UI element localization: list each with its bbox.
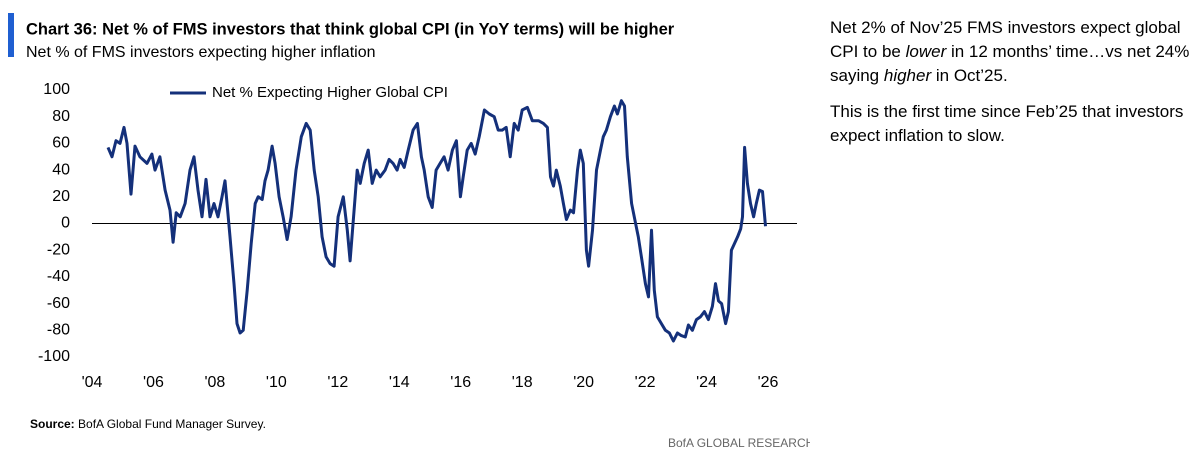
x-tick-label: '18 [512, 374, 533, 391]
x-tick-label: '16 [450, 374, 471, 391]
note-emphasis: lower [905, 42, 947, 61]
series-line [106, 99, 767, 343]
note-emphasis: higher [883, 66, 932, 85]
brand: BofA GLOBAL RESEARCH [668, 436, 810, 450]
note-paragraph: This is the first time since Feb’25 that… [830, 100, 1198, 148]
x-tick-label: '22 [635, 374, 656, 391]
chart-title: Chart 36: Net % of FMS investors that th… [26, 20, 675, 38]
y-tick-label: 100 [43, 81, 70, 98]
note-text: in Oct’25. [931, 66, 1008, 85]
y-tick-label: 0 [61, 215, 70, 232]
x-tick-label: '24 [696, 374, 717, 391]
y-tick-label: -20 [47, 241, 70, 258]
note-text: Net 2% of Nov’25 FMS investors expect gl… [830, 18, 1181, 61]
x-tick-label: '08 [204, 374, 225, 391]
y-tick-label: 60 [52, 135, 70, 152]
y-tick-label: -40 [47, 268, 70, 285]
y-tick-label: 20 [52, 188, 70, 205]
y-tick-label: -60 [47, 295, 70, 312]
x-tick-label: '20 [573, 374, 594, 391]
source: Source: BofA Global Fund Manager Survey. [30, 417, 266, 431]
source-text: BofA Global Fund Manager Survey. [78, 417, 266, 431]
commentary: Net 2% of Nov’25 FMS investors expect gl… [830, 16, 1198, 160]
title-accent [8, 13, 14, 57]
legend-label: Net % Expecting Higher Global CPI [212, 84, 448, 101]
y-tick-label: -80 [47, 322, 70, 339]
y-tick-label: 80 [52, 108, 70, 125]
note-text: in 12 months’ time…vs net 24% saying [830, 42, 1190, 85]
chart: Chart 36: Net % of FMS investors that th… [8, 13, 810, 450]
x-tick-label: '14 [389, 374, 410, 391]
y-tick-label: -100 [38, 348, 70, 365]
x-tick-label: '04 [82, 374, 103, 391]
x-tick-label: '12 [327, 374, 348, 391]
y-tick-label: 40 [52, 161, 70, 178]
note-text: This is the first time since Feb’25 that… [830, 102, 1184, 145]
x-tick-label: '26 [758, 374, 779, 391]
source-label: Source: [30, 417, 75, 431]
x-tick-label: '06 [143, 374, 164, 391]
x-tick-label: '10 [266, 374, 287, 391]
note-paragraph: Net 2% of Nov’25 FMS investors expect gl… [830, 16, 1198, 88]
chart-subtitle: Net % of FMS investors expecting higher … [26, 44, 376, 61]
